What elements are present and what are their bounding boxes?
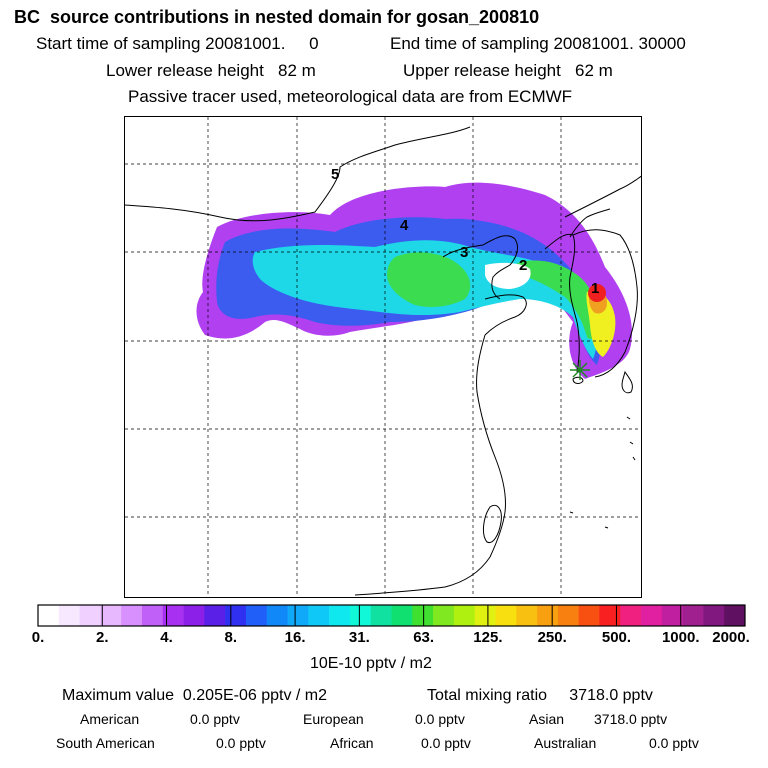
max-value-label: Maximum value 0.205E-06 pptv / m2 <box>62 687 328 704</box>
colorbar-cell <box>183 605 205 626</box>
colorbar-cell <box>682 605 704 626</box>
colorbar-cell <box>391 605 413 626</box>
colorbar-tick-label: 2. <box>96 629 109 646</box>
american-value: 0.0 pptv <box>190 711 240 727</box>
colorbar-cell <box>724 605 746 626</box>
coast-east-china <box>354 334 506 596</box>
colorbar-cell <box>162 605 184 626</box>
map-panel: 1 2 3 4 5 <box>124 116 642 598</box>
ryukyu-islands <box>569 416 636 529</box>
colorbar-cell <box>225 605 247 626</box>
plot-title: BC source contributions in nested domain… <box>14 7 540 27</box>
lat-lon-grid <box>125 117 641 597</box>
colorbar-cell <box>349 605 372 626</box>
colorbar-cell <box>79 605 101 626</box>
colorbar-cell <box>537 605 559 626</box>
coast-korea-east <box>572 229 638 378</box>
region-label-3: 3 <box>460 244 468 261</box>
colorbar-frame <box>37 604 746 627</box>
colorbar-cell <box>121 605 143 626</box>
colorbar-tick-label: 8. <box>224 629 238 646</box>
star-marker <box>570 360 590 380</box>
colorbar-cell <box>58 605 80 626</box>
colorbar-cell <box>266 605 288 626</box>
asian-value: 3718.0 pptv <box>594 711 668 727</box>
plume-hole <box>485 262 531 289</box>
border-north <box>125 126 471 222</box>
colorbar-cell <box>474 605 496 626</box>
coast-japan-kyushu <box>621 370 633 394</box>
region-label-5: 5 <box>331 166 339 183</box>
colorbar-units: 10E-10 pptv / m2 <box>310 655 432 672</box>
border-korea-china <box>569 208 611 238</box>
australian-value: 0.0 pptv <box>649 735 699 751</box>
region-label-1: 1 <box>591 280 599 297</box>
colorbar-tick-label: 0. <box>31 629 45 646</box>
colorbar-cell <box>308 605 330 626</box>
region-label-2: 2 <box>519 257 527 274</box>
american-label: American <box>80 711 140 727</box>
region-label-4: 4 <box>400 217 409 234</box>
island-jeju <box>572 376 584 384</box>
colorbar-tick-label: 250. <box>537 629 567 646</box>
total-mixing-label: Total mixing ratio 3718.0 pptv <box>427 687 653 704</box>
european-value: 0.0 pptv <box>415 711 465 727</box>
colorbar-tick-label: 125. <box>473 629 503 646</box>
colorbar-tick-label: 500. <box>601 629 632 646</box>
colorbar-cell <box>204 605 226 626</box>
colorbar-cell <box>495 605 517 626</box>
colorbar-cell <box>661 605 683 626</box>
colorbar-cell <box>599 605 621 626</box>
colorbar-cell <box>557 605 579 626</box>
island-taiwan <box>482 504 502 544</box>
tracer-note: Passive tracer used, meteorological data… <box>128 87 573 106</box>
colorbar-cell <box>245 605 268 626</box>
map-svg: 1 2 3 4 5 <box>125 117 641 597</box>
colorbar-cell <box>100 605 122 626</box>
colorbar-tick-label: 31. <box>348 629 370 646</box>
plume-field <box>196 182 633 379</box>
lower-release-label: Lower release height 82 m <box>106 61 316 80</box>
colorbar-cell <box>329 605 351 626</box>
upper-release-label: Upper release height 62 m <box>403 61 613 80</box>
colorbar-cell <box>141 605 164 626</box>
australian-label: Australian <box>534 735 597 751</box>
colorbar-cell <box>620 605 642 626</box>
colorbar-tick-label: 4. <box>160 629 173 646</box>
colorbar-cell <box>516 605 538 626</box>
coast-korea-north <box>564 175 641 218</box>
colorbar-cell <box>703 605 725 626</box>
colorbar-tick-label: 2000. <box>712 629 750 646</box>
colorbar-cell <box>412 605 434 626</box>
south-american-label: South American <box>56 735 155 751</box>
colorbar-cell <box>433 605 455 626</box>
colorbar-cell <box>287 605 309 626</box>
colorbar-tick-label: 16. <box>284 629 306 646</box>
african-label: African <box>330 735 374 751</box>
start-time-label: Start time of sampling 20081001. 0 <box>36 34 319 53</box>
colorbar-cell <box>38 605 60 626</box>
coast-shandong <box>484 294 527 336</box>
plume-peak <box>588 284 606 302</box>
colorbar-cell <box>578 605 600 626</box>
region-labels: 1 2 3 4 5 <box>331 166 599 297</box>
colorbar-tick-label: 63. <box>413 629 435 646</box>
african-value: 0.0 pptv <box>421 735 471 751</box>
colorbar-cell <box>453 605 475 626</box>
south-american-value: 0.0 pptv <box>216 735 266 751</box>
plume-green-region <box>387 252 471 307</box>
colorbar-cell <box>641 605 663 626</box>
plume-green-east <box>514 260 600 339</box>
european-label: European <box>303 711 364 727</box>
end-time-label: End time of sampling 20081001. 30000 <box>390 34 686 53</box>
asian-label: Asian <box>529 711 565 727</box>
colorbar-cell <box>370 605 392 626</box>
colorbar-cells <box>38 605 746 626</box>
coast-korea-west <box>544 233 580 373</box>
colorbar-tick-label: 1000. <box>661 629 700 646</box>
